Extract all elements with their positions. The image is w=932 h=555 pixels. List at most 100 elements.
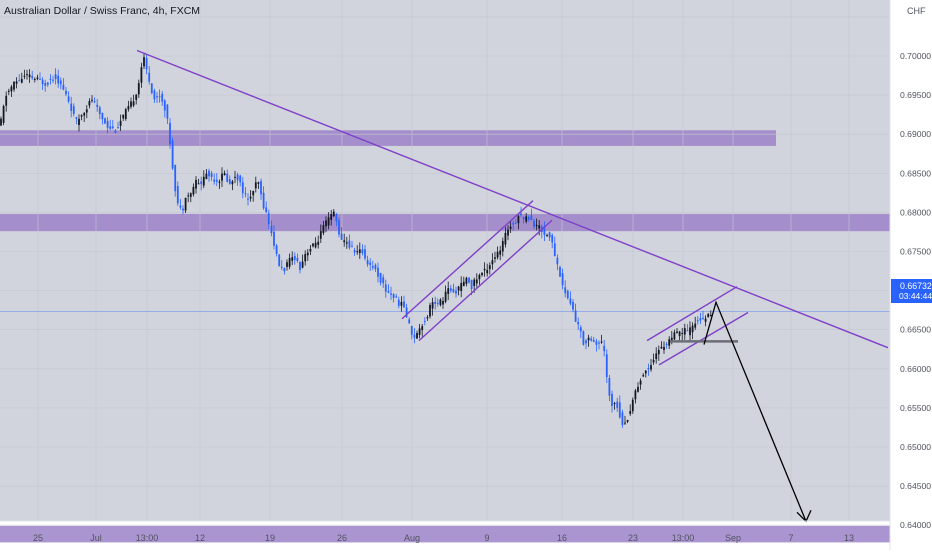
time-tick-label: 13 — [844, 533, 854, 543]
candle-bull — [509, 226, 512, 229]
candle-bear — [171, 140, 174, 169]
candle-bear — [109, 126, 112, 130]
candle-bull — [655, 353, 658, 360]
candle-bear — [572, 301, 574, 310]
candle-bull — [80, 115, 83, 117]
candle-bull — [124, 109, 127, 120]
candle-bull — [319, 231, 322, 239]
candle-bear — [210, 173, 213, 177]
candle-bull — [624, 422, 626, 424]
candle-bear — [72, 106, 75, 114]
candle-bull — [486, 269, 489, 274]
candle-bear — [702, 317, 704, 319]
trendline-1[interactable] — [418, 219, 553, 342]
trendline-4[interactable] — [646, 286, 738, 342]
candle-bull — [639, 380, 642, 385]
candle-bull — [421, 326, 424, 331]
candle-bull — [426, 317, 429, 319]
candle-bear — [46, 82, 49, 85]
candle-bull — [629, 411, 632, 414]
candle-bull — [637, 386, 639, 392]
candle-bear — [436, 302, 439, 304]
candle-bear — [278, 254, 281, 267]
price-tick-label: 0.70000 — [900, 51, 931, 61]
candle-bear — [520, 213, 522, 216]
candle-bear — [145, 57, 148, 70]
candle-bull — [231, 181, 234, 185]
candle-bear — [561, 273, 564, 286]
candle-bear — [696, 320, 699, 322]
candle-bull — [501, 241, 504, 252]
candle-bull — [670, 337, 673, 343]
candle-bull — [442, 300, 444, 305]
candle-bear — [262, 192, 265, 209]
candle-bull — [187, 195, 190, 197]
candle-bear — [551, 235, 554, 243]
candle-bear — [470, 279, 473, 290]
candle-bear — [405, 307, 408, 317]
candle-bear — [106, 120, 109, 128]
candle-bear — [592, 339, 595, 342]
candle-bear — [603, 345, 606, 352]
candle-bull — [546, 235, 548, 237]
candle-bear — [366, 260, 369, 265]
candle-bull — [78, 118, 80, 125]
candle-bull — [143, 57, 145, 67]
candle-bull — [218, 181, 221, 183]
trendline-0[interactable] — [136, 49, 889, 349]
time-tick-label: 12 — [195, 533, 205, 543]
candle-bull — [444, 291, 447, 302]
candle-bull — [507, 229, 509, 236]
candle-bear — [244, 193, 247, 195]
time-tick-label: Aug — [404, 533, 420, 543]
candle-bull — [132, 101, 135, 106]
candle-bear — [577, 321, 580, 325]
candle-bull — [286, 262, 288, 267]
candle-bull — [119, 120, 122, 126]
candle-bull — [223, 173, 226, 176]
candle-bear — [65, 90, 67, 95]
projection-arrow[interactable] — [703, 300, 807, 522]
candle-bull — [309, 248, 312, 252]
candle-bear — [611, 393, 613, 407]
candle-bear — [57, 75, 60, 84]
candle-bull — [343, 240, 346, 243]
candle-bull — [525, 216, 528, 222]
candle-bear — [590, 338, 593, 341]
candle-bull — [488, 265, 491, 270]
candle-bear — [98, 107, 101, 115]
candle-bear — [18, 80, 21, 82]
candle-bull — [704, 318, 707, 322]
candle-bull — [7, 90, 10, 92]
candle-bear — [665, 343, 668, 345]
candle-bear — [351, 245, 353, 247]
candle-bull — [626, 419, 629, 422]
candle-bear — [382, 277, 385, 284]
trendline-3[interactable] — [658, 311, 749, 366]
candle-bear — [111, 126, 114, 129]
price-tick-label: 0.68000 — [900, 207, 931, 217]
candle-bull — [332, 211, 335, 217]
candle-bear — [566, 290, 569, 299]
candle-bull — [15, 81, 18, 84]
trendline-2[interactable] — [401, 200, 534, 320]
candle-bull — [28, 74, 31, 78]
candle-bull — [184, 197, 187, 211]
candle-bear — [161, 93, 164, 102]
candle-bear — [41, 79, 44, 85]
candle-bear — [49, 78, 52, 80]
candle-bear — [392, 294, 395, 298]
candle-bull — [457, 286, 460, 291]
price-tick-label: 0.67500 — [900, 247, 931, 257]
candle-bull — [195, 179, 197, 189]
candle-bear — [340, 233, 343, 240]
candle-bull — [481, 272, 483, 276]
candle-bear — [582, 331, 585, 345]
candle-bull — [439, 299, 442, 305]
candle-bear — [283, 268, 286, 272]
candle-bear — [93, 101, 96, 103]
candle-bear — [449, 288, 452, 291]
candle-bear — [296, 257, 299, 262]
